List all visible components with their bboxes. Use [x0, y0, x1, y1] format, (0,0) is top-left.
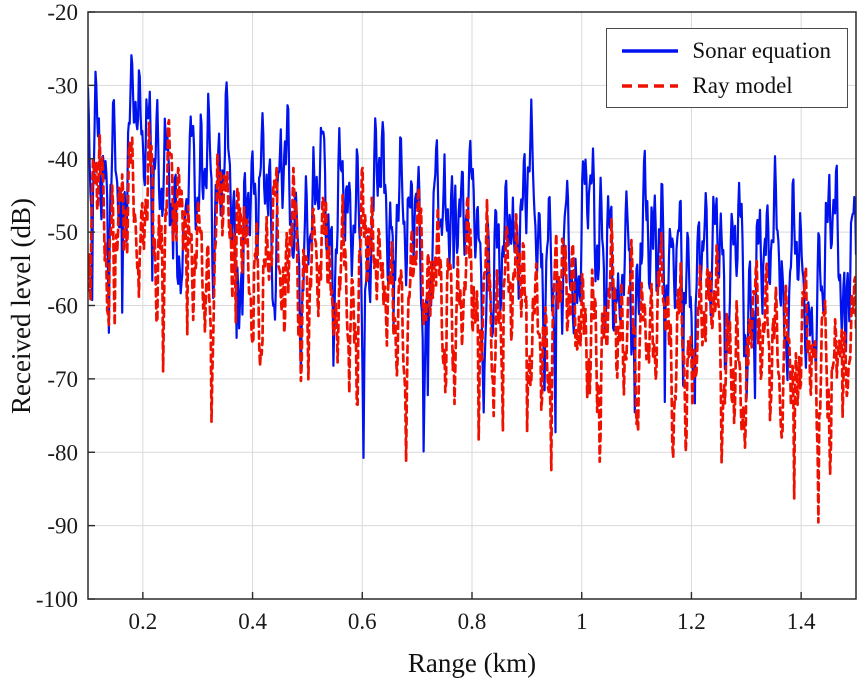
- series-line-ray-model: [88, 118, 856, 524]
- y-tick-label: -90: [47, 514, 78, 539]
- y-axis-title: Received level (dB): [6, 198, 36, 414]
- x-axis-title: Range (km): [407, 648, 537, 678]
- y-tick-label: -50: [47, 220, 78, 245]
- legend-line-sample-dashed: [622, 83, 679, 88]
- y-tick-label: -70: [47, 367, 78, 392]
- series-line-sonar-equation: [88, 54, 856, 459]
- legend: Sonar equation Ray model: [606, 28, 848, 108]
- x-tick-label: 1: [576, 609, 588, 634]
- x-tick-label: 1.4: [787, 609, 816, 634]
- x-tick-label: 0.8: [458, 609, 487, 634]
- x-tick-label: 1.2: [677, 609, 706, 634]
- y-tick-label: -40: [47, 147, 78, 172]
- y-tick-label: -80: [47, 440, 78, 465]
- y-tick-label: -20: [47, 0, 78, 25]
- legend-label: Sonar equation: [692, 38, 831, 63]
- y-tick-label: -100: [36, 587, 78, 612]
- y-tick-label: -60: [47, 294, 78, 319]
- legend-label: Ray model: [692, 73, 793, 98]
- series-lines: [88, 54, 856, 524]
- legend-item-sonar-equation: Sonar equation: [621, 39, 831, 62]
- x-tick-label: 0.4: [238, 609, 267, 634]
- x-tick-label: 0.2: [128, 609, 157, 634]
- x-tick-label: 0.6: [348, 609, 377, 634]
- y-tick-label: -30: [47, 73, 78, 98]
- legend-line-sample-solid: [622, 48, 679, 53]
- axes: 0.2 0.4 0.6 0.8 1 1.2 1.4 -100 -90 -80 -70 -60 -50 -4…: [36, 0, 857, 634]
- legend-item-ray-model: Ray model: [621, 74, 831, 97]
